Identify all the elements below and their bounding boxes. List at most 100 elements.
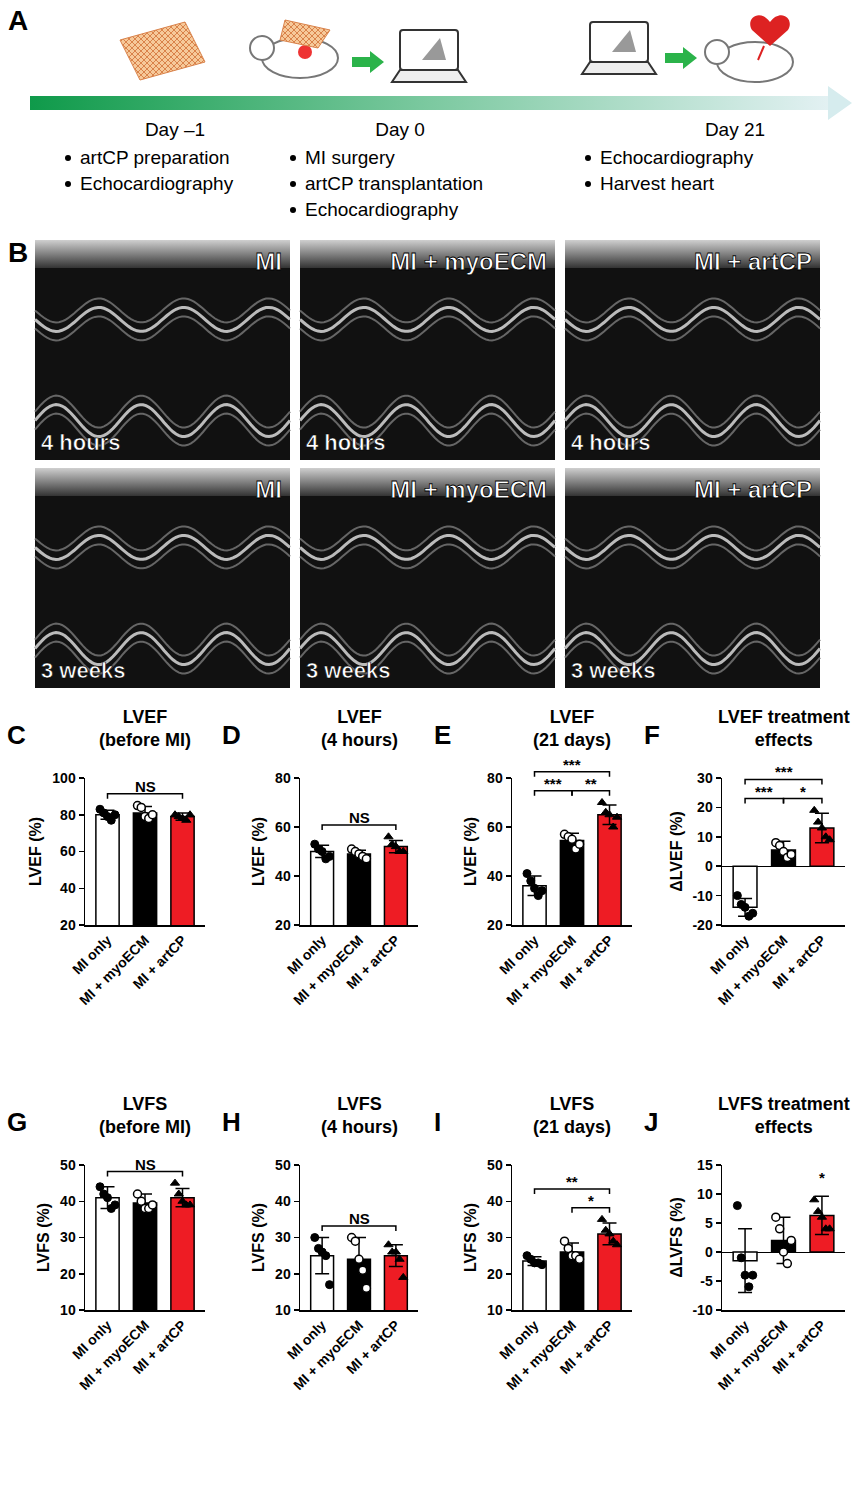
svg-text:artCP preparation: artCP preparation (80, 147, 230, 168)
svg-text:MI only: MI only (707, 1317, 753, 1363)
svg-text:MI + artCP: MI + artCP (694, 476, 812, 503)
svg-text:40: 40 (487, 1193, 503, 1209)
svg-text:***: *** (775, 763, 793, 780)
svg-text:LVFS (%): LVFS (%) (250, 1203, 267, 1272)
svg-text:60: 60 (275, 819, 291, 835)
svg-text:MI + myoECM: MI + myoECM (290, 1317, 366, 1393)
svg-text:10: 10 (697, 1186, 713, 1202)
svg-text:MI + myoECM: MI + myoECM (503, 932, 579, 1008)
svg-text:NS: NS (135, 1156, 156, 1173)
svg-text:3 weeks: 3 weeks (571, 658, 655, 683)
svg-text:4 hours: 4 hours (41, 430, 120, 455)
svg-text:LVFS treatmenteffects: LVFS treatmenteffects (718, 1094, 850, 1137)
svg-text:30: 30 (697, 770, 713, 786)
svg-text:MI + myoECM: MI + myoECM (290, 932, 366, 1008)
svg-text:30: 30 (275, 1229, 291, 1245)
svg-text:50: 50 (275, 1157, 291, 1173)
svg-text:MI + myoECM: MI + myoECM (76, 1317, 152, 1393)
svg-text:10: 10 (275, 1302, 291, 1318)
svg-text:4 hours: 4 hours (571, 430, 650, 455)
svg-text:LVEF(21 days): LVEF(21 days) (533, 707, 611, 750)
svg-text:MI + artCP: MI + artCP (343, 932, 403, 992)
svg-text:50: 50 (60, 1157, 76, 1173)
svg-text:MI + artCP: MI + artCP (557, 932, 617, 992)
svg-text:20: 20 (275, 917, 291, 933)
svg-text:80: 80 (487, 770, 503, 786)
svg-text:-10: -10 (692, 1302, 712, 1318)
svg-text:MI + myoECM: MI + myoECM (390, 476, 547, 503)
svg-text:15: 15 (697, 1157, 713, 1173)
svg-text:MI + artCP: MI + artCP (694, 248, 812, 275)
svg-text:4 hours: 4 hours (306, 430, 385, 455)
svg-text:Echocardiography: Echocardiography (80, 173, 234, 194)
svg-text:20: 20 (487, 917, 503, 933)
svg-text:MI + myoECM: MI + myoECM (76, 932, 152, 1008)
svg-text:LVFS(4 hours): LVFS(4 hours) (321, 1094, 398, 1137)
svg-text:LVEF(before MI): LVEF(before MI) (99, 707, 191, 750)
svg-text:MI: MI (255, 476, 282, 503)
svg-text:C: C (7, 720, 26, 750)
svg-text:MI + artCP: MI + artCP (343, 1317, 403, 1377)
svg-text:***: *** (755, 783, 773, 800)
svg-text:0: 0 (705, 1244, 713, 1260)
svg-text:100: 100 (52, 770, 76, 786)
svg-text:LVEF (%): LVEF (%) (27, 817, 44, 886)
svg-text:Day 0: Day 0 (375, 119, 425, 140)
svg-text:20: 20 (60, 917, 76, 933)
svg-text:20: 20 (60, 1266, 76, 1282)
svg-text:NS: NS (135, 778, 156, 795)
svg-text:J: J (644, 1107, 658, 1137)
svg-text:MI + artCP: MI + artCP (130, 932, 190, 992)
svg-text:F: F (644, 720, 660, 750)
svg-text:-5: -5 (700, 1273, 713, 1289)
svg-text:MI + myoECM: MI + myoECM (715, 1317, 791, 1393)
svg-text:60: 60 (60, 843, 76, 859)
svg-text:10: 10 (487, 1302, 503, 1318)
svg-text:MI + myoECM: MI + myoECM (390, 248, 547, 275)
svg-text:*: * (588, 1192, 594, 1209)
svg-text:MI only: MI only (284, 1317, 330, 1363)
svg-text:LVEF treatmenteffects: LVEF treatmenteffects (718, 707, 850, 750)
svg-text:50: 50 (487, 1157, 503, 1173)
svg-text:D: D (222, 720, 241, 750)
svg-text:MI + artCP: MI + artCP (769, 1317, 829, 1377)
svg-text:NS: NS (349, 809, 370, 826)
svg-text:MI only: MI only (707, 932, 753, 978)
svg-text:-10: -10 (692, 888, 712, 904)
svg-text:NS: NS (349, 1210, 370, 1227)
svg-text:40: 40 (60, 880, 76, 896)
svg-text:0: 0 (705, 858, 713, 874)
svg-text:3 weeks: 3 weeks (41, 658, 125, 683)
svg-text:30: 30 (60, 1229, 76, 1245)
svg-text:LVFS(before MI): LVFS(before MI) (99, 1094, 191, 1137)
svg-text:artCP transplantation: artCP transplantation (305, 173, 483, 194)
svg-text:Day –1: Day –1 (145, 119, 205, 140)
svg-text:E: E (434, 720, 451, 750)
svg-text:Day 21: Day 21 (705, 119, 765, 140)
svg-text:G: G (7, 1107, 27, 1137)
svg-text:5: 5 (705, 1215, 713, 1231)
svg-text:80: 80 (275, 770, 291, 786)
svg-text:MI + myoECM: MI + myoECM (715, 932, 791, 1008)
svg-text:*: * (819, 1169, 825, 1186)
svg-text:Echocardiography: Echocardiography (305, 199, 459, 220)
svg-text:MI only: MI only (69, 932, 115, 978)
svg-text:MI: MI (255, 248, 282, 275)
svg-text:10: 10 (697, 829, 713, 845)
svg-text:MI + myoECM: MI + myoECM (503, 1317, 579, 1393)
svg-text:LVEF (%): LVEF (%) (462, 817, 479, 886)
svg-text:LVFS (%): LVFS (%) (35, 1203, 52, 1272)
svg-text:H: H (222, 1107, 241, 1137)
svg-text:MI + artCP: MI + artCP (769, 932, 829, 992)
svg-text:40: 40 (487, 868, 503, 884)
svg-text:Echocardiography: Echocardiography (600, 147, 754, 168)
svg-text:20: 20 (487, 1266, 503, 1282)
svg-text:ΔLVEF (%): ΔLVEF (%) (668, 811, 685, 892)
svg-text:MI only: MI only (496, 1317, 542, 1363)
svg-text:60: 60 (487, 819, 503, 835)
svg-text:LVFS (%): LVFS (%) (462, 1203, 479, 1272)
svg-text:B: B (8, 237, 28, 268)
svg-text:Harvest heart: Harvest heart (600, 173, 715, 194)
svg-text:40: 40 (275, 868, 291, 884)
svg-text:LVEF(4 hours): LVEF(4 hours) (321, 707, 398, 750)
